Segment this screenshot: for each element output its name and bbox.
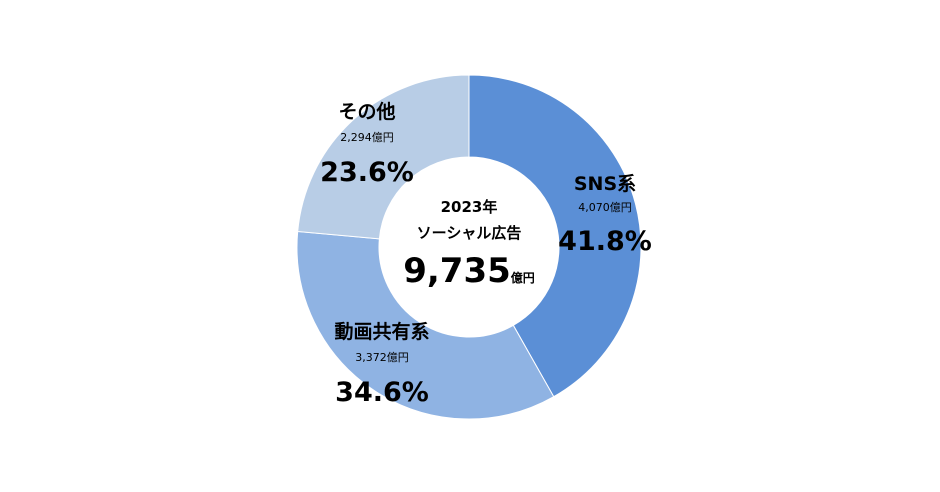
slice-amount: 3,372億円 xyxy=(355,351,409,364)
donut-slice xyxy=(468,74,642,398)
slice-percent: 41.8% xyxy=(558,226,652,257)
center-total-unit: 億円 xyxy=(511,270,535,285)
slice-amount: 4,070億円 xyxy=(578,201,632,214)
slice-label-video: 動画共有系 3,372億円 34.6% xyxy=(334,320,429,408)
center-total-value: 9,735 xyxy=(403,251,511,291)
center-total: 9,735億円 xyxy=(403,251,535,291)
slice-amount: 2,294億円 xyxy=(340,131,394,144)
donut-slice xyxy=(296,230,555,420)
donut-slice xyxy=(297,74,470,240)
slice-percent: 23.6% xyxy=(320,157,414,188)
slice-percent: 34.6% xyxy=(335,377,429,408)
slice-label-sns: SNS系 4,070億円 41.8% xyxy=(558,173,652,257)
slice-name: SNS系 xyxy=(574,173,636,195)
slice-name: 動画共有系 xyxy=(334,320,429,343)
center-year: 2023年 xyxy=(441,198,498,216)
center-title: ソーシャル広告 xyxy=(417,224,522,242)
slice-name: その他 xyxy=(338,100,395,123)
slice-label-other: その他 2,294億円 23.6% xyxy=(320,100,414,188)
center-label: 2023年 ソーシャル広告 9,735億円 xyxy=(403,198,535,291)
slices xyxy=(296,74,642,420)
